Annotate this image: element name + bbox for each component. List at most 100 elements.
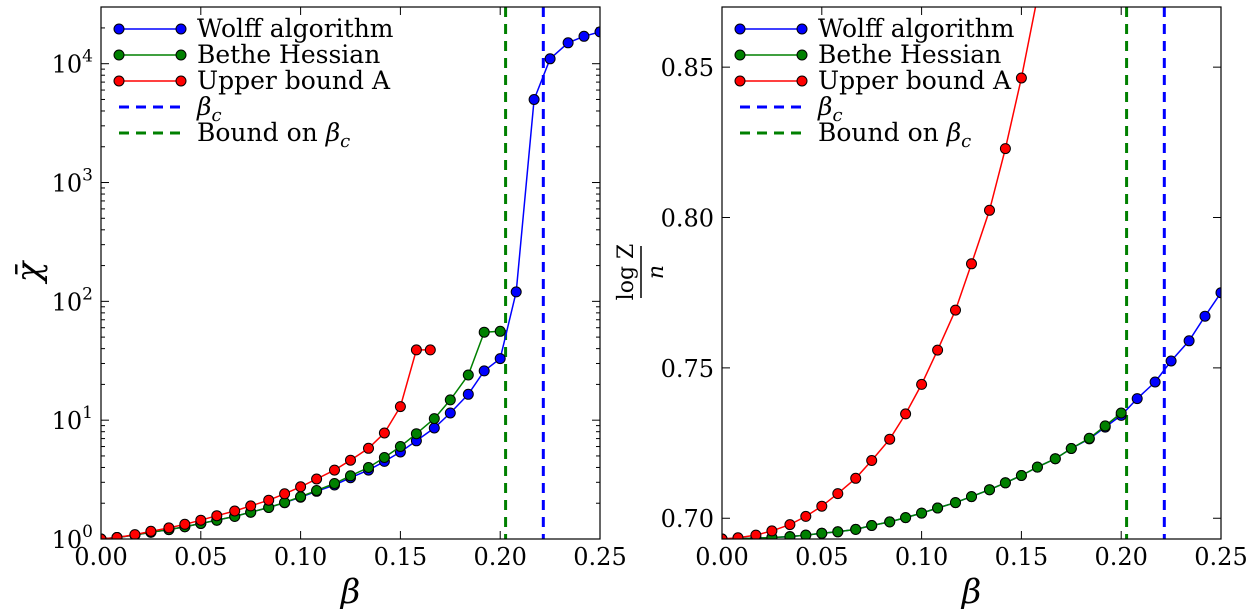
chart2-series-wolff-algorithm-point: [1215, 287, 1221, 299]
chart2-plot-area: [722, 7, 1221, 539]
chart1-series-wolff-algorithm-point: [544, 53, 556, 65]
chart1-legend-label: Bound on βc: [197, 118, 350, 152]
chart2-series-bethe-hessian-line: [722, 412, 1122, 539]
chart2-x-tick-label: 0.10: [895, 543, 948, 571]
chart1-series-wolff-algorithm-point: [510, 286, 522, 298]
chart2-series-wolff-algorithm-point: [1199, 310, 1211, 322]
chart2-series-bethe-hessian-point: [900, 512, 912, 524]
chart1-x-tick-label: 0.00: [74, 543, 127, 571]
chart1-series-bethe-hessian-point: [494, 325, 506, 337]
chart2-series-bethe-hessian-point: [1099, 420, 1111, 432]
chart2-legend-label: Wolff algorithm: [818, 14, 1015, 43]
chart2-series-bethe-hessian-point: [816, 527, 828, 539]
chart1-y-tick-label: 104: [52, 47, 93, 79]
chart2-legend-marker: [734, 23, 746, 35]
chart1-series-wolff-algorithm-point: [594, 26, 600, 38]
chart1-series-upper-bound-a-point: [295, 481, 307, 493]
chart1-legend-marker: [175, 49, 187, 61]
chart1-series-upper-bound-a-point: [345, 454, 356, 466]
chart1-legend-label: Wolff algorithm: [197, 14, 394, 43]
chart2-series-upper-bound-a-point: [784, 519, 796, 531]
chart2-series-bethe-hessian-point: [932, 502, 944, 514]
chart2-x-tick-label: 0.15: [995, 543, 1048, 571]
chart1-x-axis-label: β: [339, 572, 361, 609]
chart2-series-upper-bound-a-point: [750, 529, 762, 539]
chart1-series-wolff-algorithm-point: [494, 353, 506, 365]
chart2-series-bethe-hessian-point: [1115, 407, 1127, 419]
chart1-y-tick-label: 103: [52, 166, 93, 198]
chart2-series-bethe-hessian-point: [850, 523, 862, 535]
chart1-series-wolff-algorithm-point: [444, 407, 456, 419]
chart1-series-bethe-hessian-point: [363, 462, 374, 473]
chart2-series-wolff-algorithm-point: [1149, 376, 1161, 388]
chart1-series-wolff-algorithm-point: [462, 388, 474, 400]
chart1-series-bethe-hessian-point: [394, 441, 406, 452]
chart2-series-upper-bound-a-point: [1015, 72, 1027, 84]
chart1-series-bethe-hessian-point: [410, 428, 422, 440]
chart2-series-bethe-hessian-point: [884, 516, 896, 528]
chart2-series-bethe-hessian-point: [832, 526, 844, 538]
chart1-series-wolff-algorithm-point: [578, 30, 590, 42]
chart2-legend-label: βc: [817, 92, 843, 126]
chart1-series-upper-bound-a-point: [101, 533, 107, 539]
chart2-x-tick-label: 0.05: [795, 543, 848, 571]
chart2-y-axis-label-denominator: n: [644, 265, 669, 279]
chart2-series-upper-bound-a-point: [832, 488, 844, 500]
chart1-series-upper-bound-a-point: [378, 427, 390, 439]
chart1-x-tick-label: 0.25: [573, 543, 626, 571]
chart1-axes-frame: [100, 6, 601, 540]
chart2-series-bethe-hessian-point: [784, 531, 796, 539]
chart1-legend-marker: [175, 75, 187, 87]
chart2-panel: 0.00 0.05 0.10 0.15 0.20 0.25 0.70 0.75 0.80 0.85…: [614, 6, 1248, 612]
chart1-series-upper-bound-a-point: [111, 532, 123, 539]
chart2-series-upper-bound-a-point: [766, 525, 778, 537]
chart2-series-upper-bound-a-point: [916, 378, 928, 390]
chart1-series-wolff-algorithm-point: [428, 422, 440, 434]
chart1-series-upper-bound-a-point: [179, 518, 191, 530]
chart1-y-tick-label: 100: [52, 522, 93, 554]
chart1-series-upper-bound-a-point: [229, 505, 241, 517]
chart2-series-wolff-algorithm-point: [1165, 355, 1177, 367]
chart1-series-bethe-hessian-line: [101, 330, 501, 539]
chart2-x-tick-label: 0.20: [1094, 543, 1147, 571]
chart2-series-bethe-hessian-point: [966, 491, 977, 503]
chart1-series-upper-bound-a-point: [163, 522, 175, 534]
chart2-legend-marker: [796, 75, 808, 87]
chart1-series-wolff-algorithm-point: [478, 365, 490, 377]
chart1-series-bethe-hessian-point: [311, 485, 323, 496]
chart1-y-axis-label: χ̄: [9, 259, 49, 284]
chart1-legend-label: βc: [196, 92, 222, 126]
chart1-legend-marker: [113, 23, 125, 35]
chart2-series-bethe-hessian-point: [866, 520, 878, 531]
chart1-series-upper-bound-a-point: [129, 529, 141, 539]
chart1-series-wolff-algorithm-point: [562, 37, 574, 49]
chart2-y-tick-label: 0.80: [661, 205, 714, 233]
chart2-series-upper-bound-a-point: [966, 258, 977, 270]
chart2-legend-marker: [796, 49, 808, 61]
chart2-x-axis-label: β: [960, 572, 982, 609]
chart1-legend-marker: [113, 75, 125, 87]
chart2-legend-label: Bound on βc: [818, 118, 971, 152]
chart1-panel: 0.00 0.05 0.10 0.15 0.20 0.25 100 101 102 103 104 β…: [9, 6, 627, 612]
chart2-x-tick-label: 0.00: [695, 543, 748, 571]
chart2-y-axis-label-numerator: log Z: [614, 244, 639, 301]
chart2-y-tick-label: 0.70: [661, 505, 714, 533]
chart1-series-upper-bound-a-point: [311, 473, 323, 485]
chart2-series-upper-bound-a-point: [866, 455, 878, 466]
chart2-legend-label: Bethe Hessian: [818, 40, 1001, 69]
chart1-series-bethe-hessian-point: [462, 369, 474, 381]
chart2-series-bethe-hessian-point: [916, 507, 928, 519]
chart1-legend-marker: [113, 49, 125, 61]
chart1-series-upper-bound-a-point: [245, 500, 257, 512]
chart2-series-bethe-hessian-point: [1015, 470, 1027, 481]
chart2-series-wolff-algorithm-point: [1131, 393, 1143, 405]
chart1-series-bethe-hessian-point: [378, 452, 390, 463]
chart1-series-upper-bound-a-point: [329, 464, 340, 476]
chart1-legend-label: Bethe Hessian: [197, 40, 380, 69]
chart2-series-upper-bound-a-point: [850, 472, 862, 484]
chart2-series-upper-bound-a-point: [932, 344, 944, 356]
chart2-series-bethe-hessian-point: [1031, 461, 1043, 473]
chart2-legend-label: Upper bound A: [818, 66, 1012, 95]
chart2-legend-marker: [734, 75, 746, 87]
